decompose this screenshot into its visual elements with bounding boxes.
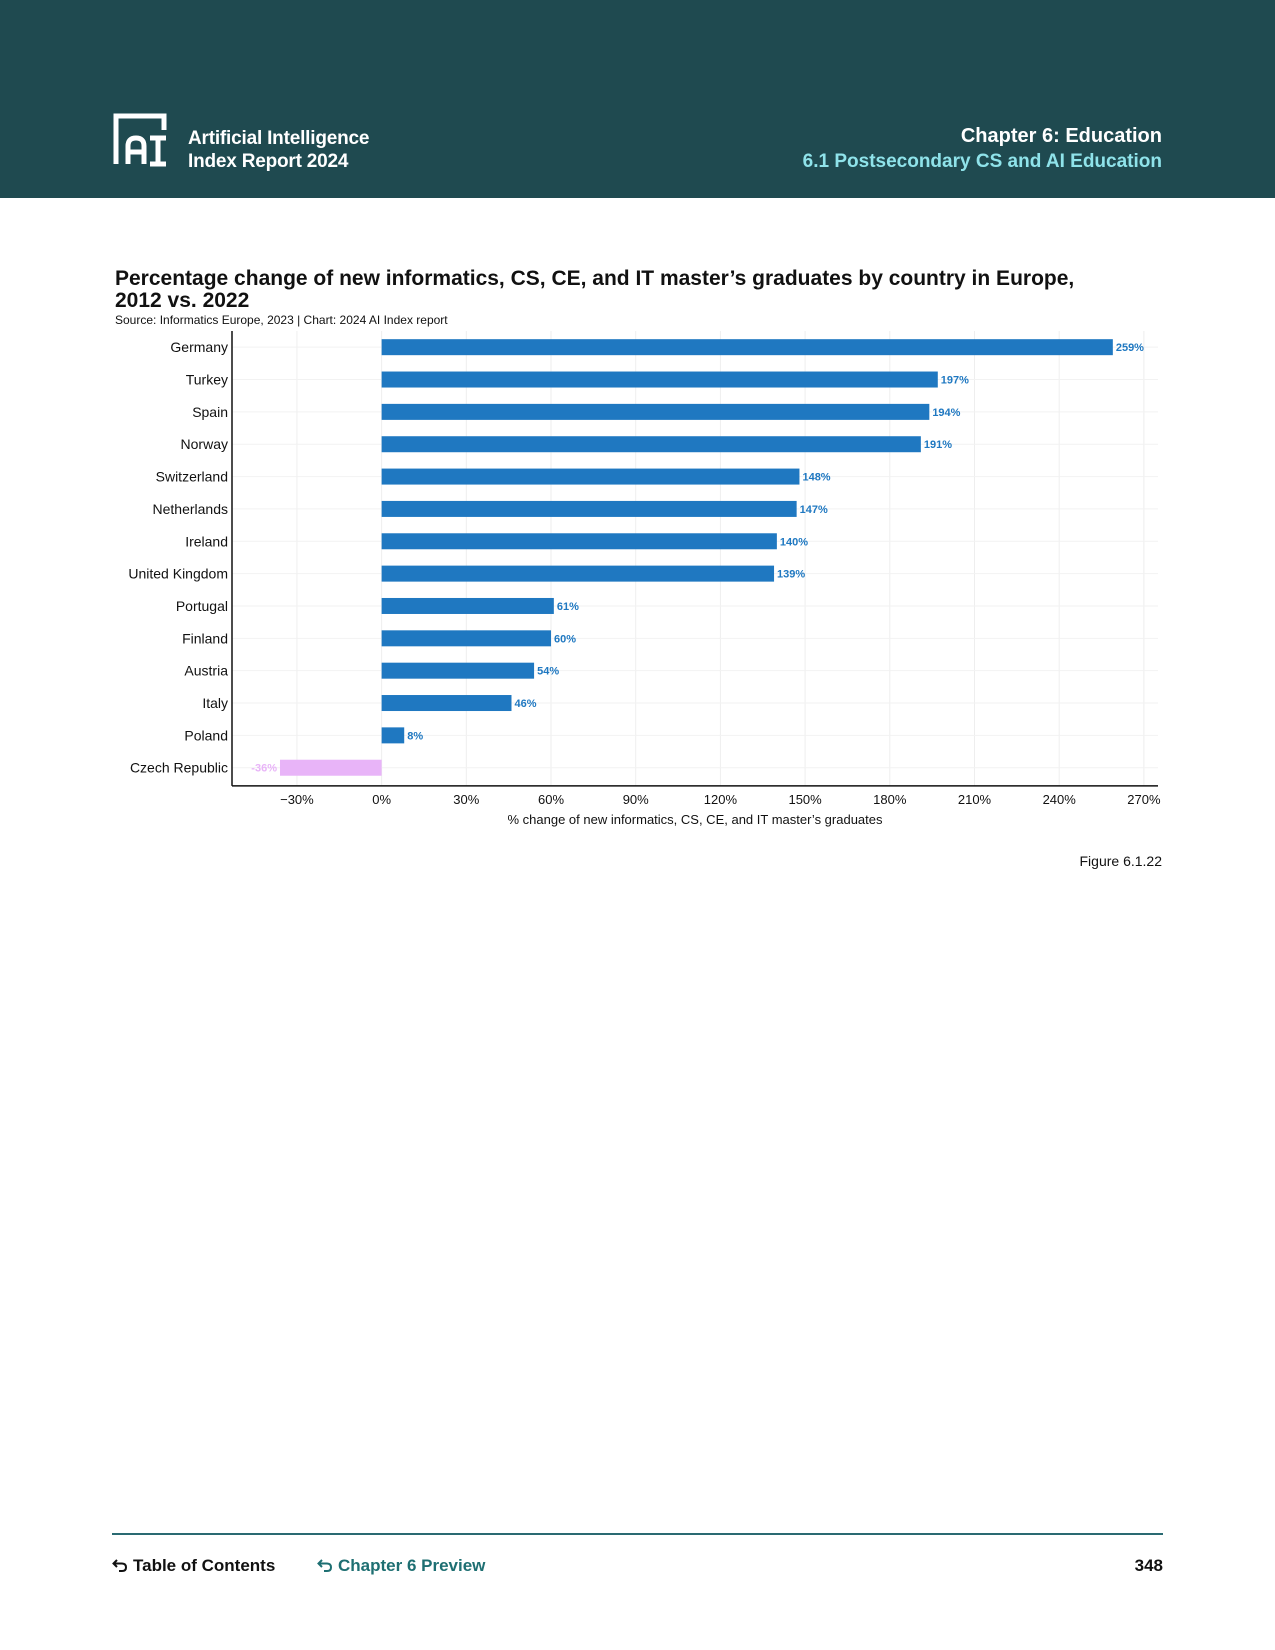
category-label: Italy (202, 695, 228, 711)
x-tick-label: 30% (453, 792, 479, 807)
x-tick-label: 0% (372, 792, 391, 807)
x-tick-label: 270% (1127, 792, 1161, 807)
figure-number: Figure 6.1.22 (1079, 853, 1163, 869)
category-label: Austria (184, 663, 228, 679)
x-tick-label: 90% (623, 792, 649, 807)
data-label: 194% (932, 407, 960, 419)
bar (381, 339, 1113, 356)
data-label: 139% (777, 569, 805, 581)
category-label: Spain (192, 404, 228, 420)
data-label: 148% (802, 472, 830, 484)
data-label: 61% (557, 601, 579, 613)
data-label: -36% (251, 763, 277, 775)
bar (381, 565, 775, 582)
bar (381, 500, 797, 517)
bar (381, 662, 535, 679)
data-label: 46% (514, 698, 536, 710)
data-label: 8% (407, 730, 423, 742)
category-label: Switzerland (156, 469, 228, 485)
category-label: Germany (170, 339, 228, 355)
bar (381, 533, 777, 550)
chapter-heading: Chapter 6: Education 6.1 Postsecondary C… (803, 124, 1162, 174)
data-label: 54% (537, 666, 559, 678)
table-of-contents-link[interactable]: Table of Contents (112, 1556, 275, 1576)
bar (381, 695, 512, 712)
chart-title: Percentage change of new informatics, CS… (115, 268, 1075, 312)
bar (381, 727, 405, 744)
report-title-line1: Artificial Intelligence (188, 128, 370, 149)
chart-title-line2: 2012 vs. 2022 (115, 289, 250, 312)
category-label: Finland (182, 630, 228, 646)
data-label: 259% (1116, 342, 1144, 354)
ai-index-logo-icon (113, 113, 167, 167)
category-label: Turkey (186, 372, 228, 388)
x-axis-title: % change of new informatics, CS, CE, and… (507, 812, 883, 827)
footer-divider (112, 1533, 1163, 1535)
category-label: Portugal (176, 598, 228, 614)
x-tick-label: 60% (538, 792, 564, 807)
preview-label: Chapter 6 Preview (338, 1556, 486, 1575)
bar-chart: Germany 259% Turkey 197% Spain 194% Norway 191%… (128, 331, 1161, 827)
return-arrow-icon (112, 1559, 128, 1572)
page-number: 348 (1134, 1556, 1163, 1575)
data-label: 147% (800, 504, 828, 516)
section-title: 6.1 Postsecondary CS and AI Education (802, 151, 1162, 172)
chart-title-line1: Percentage change of new informatics, CS… (115, 267, 1075, 290)
data-label: 197% (941, 375, 969, 387)
data-label: 140% (780, 536, 808, 548)
bar (381, 371, 938, 388)
bar (381, 630, 552, 647)
report-title-line2: Index Report 2024 (188, 151, 349, 172)
category-label: Czech Republic (130, 760, 228, 776)
data-label: 60% (554, 633, 576, 645)
category-label: United Kingdom (128, 566, 228, 582)
chart-source: Source: Informatics Europe, 2023 | Chart… (115, 313, 448, 327)
report-header: Artificial Intelligence Index Report 202… (0, 0, 1275, 198)
chapter-preview-link[interactable]: Chapter 6 Preview (317, 1556, 485, 1576)
chapter-title: Chapter 6: Education (960, 125, 1162, 147)
toc-label: Table of Contents (133, 1556, 276, 1575)
x-tick-label: 180% (873, 792, 907, 807)
bar (381, 468, 800, 485)
return-arrow-icon (317, 1559, 333, 1572)
bar (381, 597, 554, 614)
category-label: Netherlands (153, 501, 229, 517)
x-tick-label: 240% (1043, 792, 1077, 807)
report-title: Artificial Intelligence Index Report 202… (188, 127, 369, 173)
data-label: 191% (924, 439, 952, 451)
bar (381, 403, 930, 420)
category-label: Ireland (185, 533, 228, 549)
x-tick-label: 150% (788, 792, 822, 807)
category-label: Norway (181, 436, 228, 452)
category-label: Poland (184, 727, 228, 743)
x-tick-label: 120% (704, 792, 738, 807)
bar (381, 436, 921, 453)
x-tick-label: 210% (958, 792, 992, 807)
x-tick-label: −30% (280, 792, 314, 807)
bar (279, 759, 382, 776)
